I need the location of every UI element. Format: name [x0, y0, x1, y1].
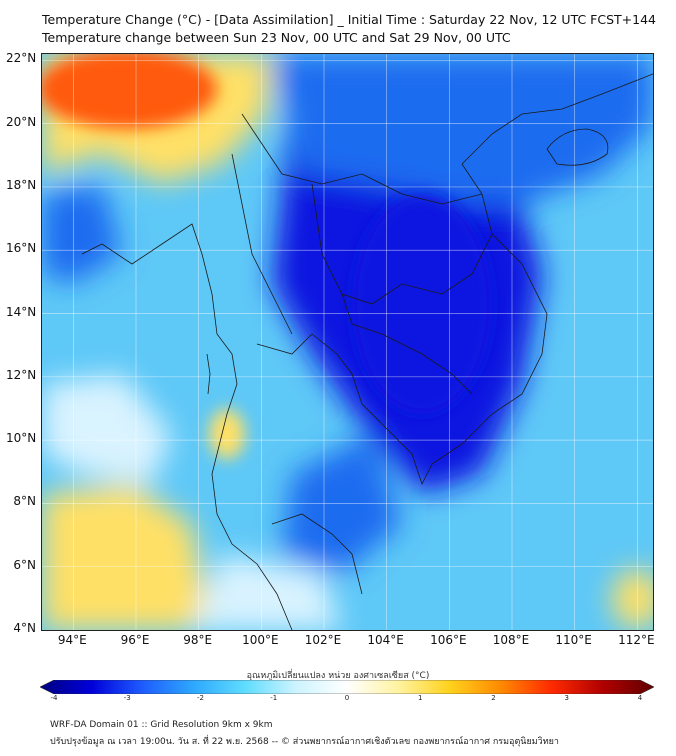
lon-tick-label: 110°E	[555, 633, 592, 647]
lat-tick-label: 6°N	[13, 557, 36, 572]
field-warming-pocket-peninsula	[209, 409, 245, 459]
lat-tick-label: 4°N	[13, 621, 36, 635]
coastline-gulf-of-thailand	[256, 333, 463, 486]
colorbar-tick-label: -3	[123, 694, 131, 702]
lat-tick-label: 22°N	[6, 51, 37, 66]
field-strong-warming-core	[42, 54, 217, 129]
field-moderate-cooling-gulf	[282, 434, 402, 574]
colorbar-tick-label: 2	[491, 694, 496, 702]
field-near-zero-south	[192, 554, 342, 630]
lon-tick-label: 106°E	[430, 633, 467, 647]
colorbar-bar	[39, 679, 655, 695]
colorbar-tick-label: 3	[564, 694, 569, 702]
field-warming-south-west	[42, 484, 212, 630]
coastline-hainan	[546, 128, 609, 166]
temperature-change-map[interactable]	[41, 53, 654, 631]
lat-tick-label: 8°N	[13, 494, 36, 509]
border-internal-5	[271, 513, 363, 595]
colorbar-label: อุณหภูมิเปลี่ยนแปลง หน่วย องศาเซลเซียส (…	[246, 671, 430, 681]
coastline-south-china	[491, 73, 653, 135]
lat-tick-label: 14°N	[6, 304, 37, 319]
chart-title: Temperature Change (°C) - [Data Assimila…	[42, 12, 657, 27]
border-internal-1	[241, 113, 483, 205]
lat-tick-label: 16°N	[6, 241, 37, 256]
border-internal-4	[341, 293, 473, 395]
colorbar-tick-label: -4	[50, 694, 58, 702]
colorbar-tick-label: -1	[270, 694, 278, 702]
border-internal-3	[231, 153, 293, 335]
lon-tick-label: 100°E	[242, 633, 279, 647]
field-warming-southeast	[612, 569, 653, 629]
field-moderate-cooling-north	[272, 54, 653, 204]
field-near-zero-west	[42, 374, 172, 484]
country-borders	[81, 73, 653, 630]
colorbar-tick-label: 1	[418, 694, 423, 702]
colorbar-tick-label: -2	[197, 694, 204, 702]
lat-tick-label: 18°N	[6, 177, 37, 192]
colorbar	[39, 679, 655, 695]
border-internal-2	[311, 183, 493, 305]
field-moderate-cooling-west	[42, 184, 122, 284]
field-hainan-cooling	[537, 122, 617, 166]
footer-model-info: WRF-DA Domain 01 :: Grid Resolution 9km …	[50, 720, 273, 730]
coastline-myanmar-thailand	[81, 223, 293, 630]
lat-tick-label: 10°N	[6, 431, 37, 446]
graticule	[42, 54, 653, 630]
lat-tick-label: 12°N	[6, 367, 37, 382]
lon-tick-label: 96°E	[120, 633, 150, 647]
lon-tick-label: 102°E	[304, 633, 342, 647]
lon-tick-label: 94°E	[57, 633, 87, 647]
colorbar-tick-label: 4	[637, 694, 643, 702]
coastline-andaman	[206, 353, 211, 395]
chart-subtitle: Temperature change between Sun 23 Nov, 0…	[42, 30, 511, 45]
coastline-vietnam	[461, 133, 548, 445]
lat-tick-label: 20°N	[6, 114, 37, 129]
lon-tick-label: 98°E	[183, 633, 213, 647]
lon-tick-label: 112°E	[618, 633, 655, 647]
field-deep-cooling-center	[352, 194, 492, 414]
colorbar-tick-label: 0	[344, 694, 350, 702]
footer-credit: ปรับปรุงข้อมูล ณ เวลา 19:00น. วัน ส. ที่…	[50, 737, 559, 747]
lon-tick-label: 104°E	[367, 633, 404, 647]
lon-tick-label: 108°E	[492, 633, 530, 647]
